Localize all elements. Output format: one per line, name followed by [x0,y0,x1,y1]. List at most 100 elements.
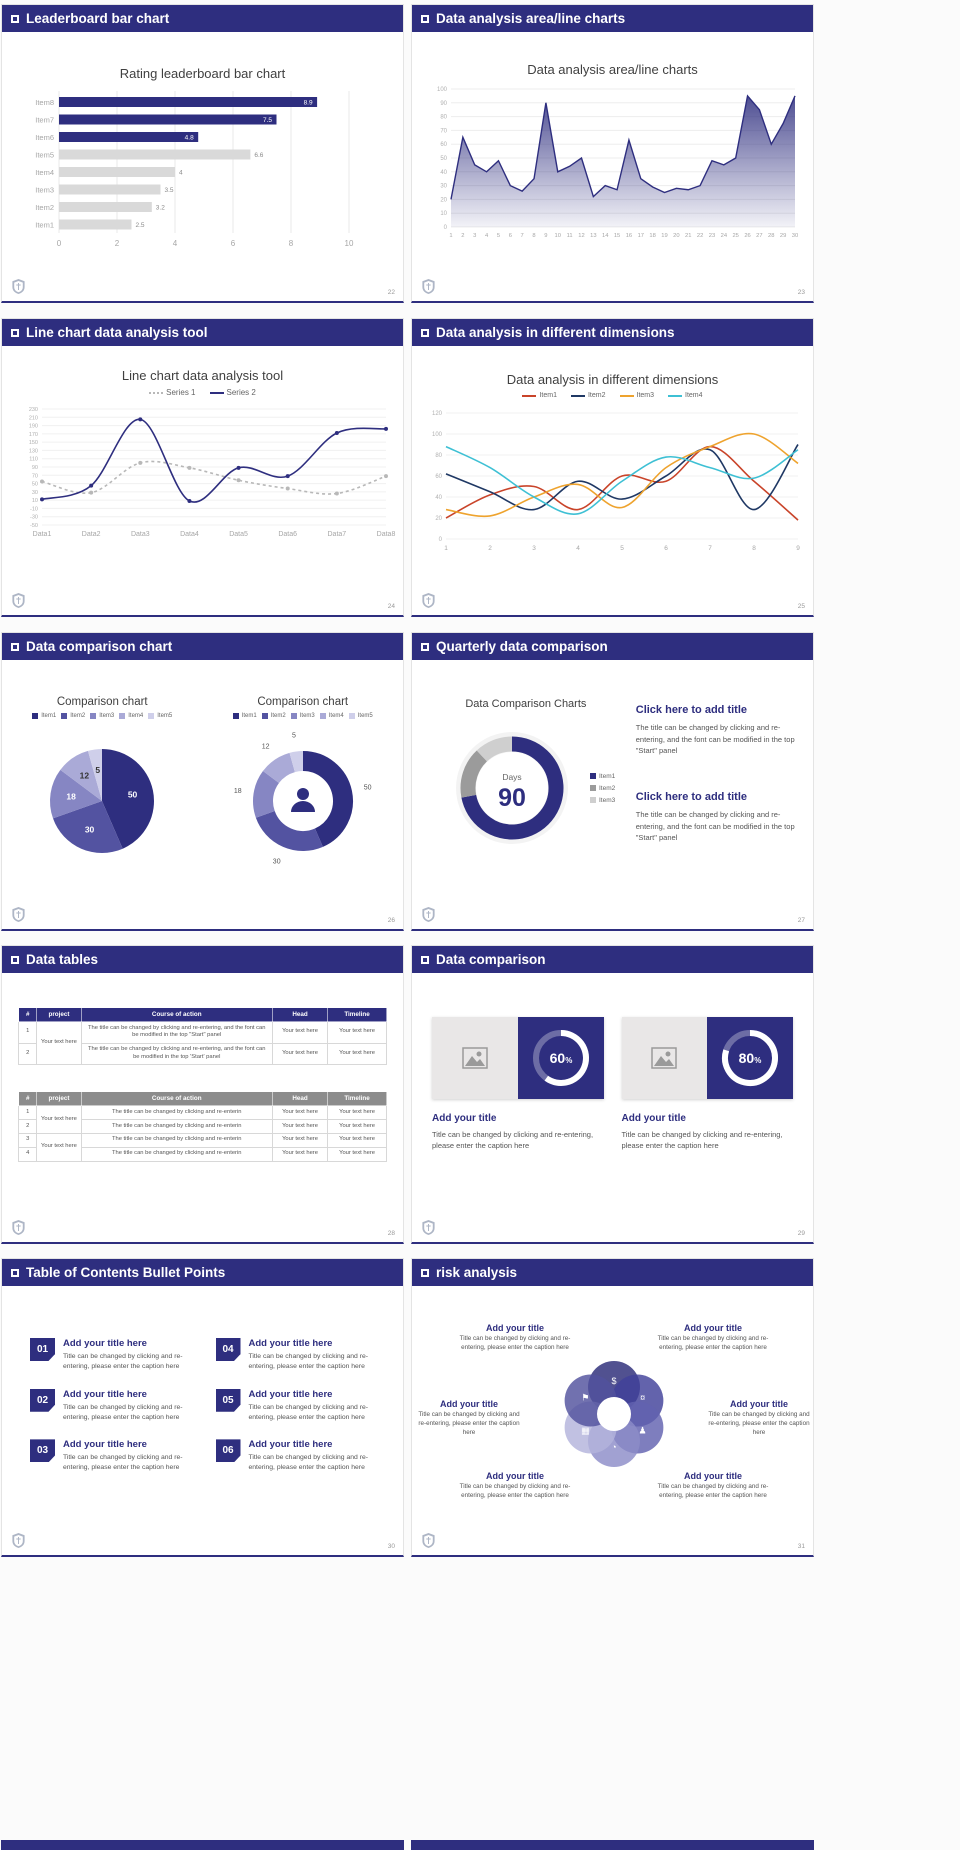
legend-item: Item1 [522,392,557,399]
svg-text:90: 90 [440,101,447,107]
bullet-square-icon [421,14,429,23]
svg-text:7.5: 7.5 [262,117,271,124]
crest-logo [12,593,25,608]
slide-header: Data comparison [412,946,813,973]
comparison-card: 60% Add your title Title can be changed … [432,1017,604,1152]
comparison-card: 80% Add your title Title can be changed … [621,1017,793,1152]
page-number: 26 [387,917,395,924]
slide-29[interactable]: Data comparison 60% Add your title Title… [411,945,814,1244]
svg-text:230: 230 [28,407,37,413]
slide-23[interactable]: Data analysis area/line charts Data anal… [411,4,814,303]
bullet-square-icon [421,642,429,651]
svg-text:22: 22 [696,233,702,239]
svg-text:60: 60 [440,142,447,148]
donut-chart: 50 30 18 12 5 [234,733,372,866]
image-icon [651,1047,678,1069]
svg-text:70: 70 [31,473,37,479]
svg-text:1: 1 [449,233,452,239]
slide-26[interactable]: Data comparison chart Comparison chart I… [1,632,404,931]
card-caption: Title can be changed by clicking and re-… [621,1130,783,1151]
risk-label: Add your title Title can be changed by cl… [459,1323,571,1351]
rating-bar-chart: 0 2 4 6 8 10 Item8 8.9 Item7 7.5 Item6 4.8 Item5 6.6 I… [35,91,353,248]
svg-text:Item2: Item2 [35,203,54,212]
toc-item-caption: Title can be changed by clicking and re-… [248,1353,369,1370]
legend-item: Item1 [232,713,257,719]
slide-25[interactable]: Data analysis in different dimensions Da… [411,318,814,617]
svg-text:40: 40 [435,495,442,501]
slide-24[interactable]: Line chart data analysis tool Line chart… [1,318,404,617]
page-number: 25 [797,603,805,610]
table-header-cell: # [17,1091,38,1107]
risk-label: Add your title Title can be changed by cl… [708,1399,810,1436]
svg-text:2.5: 2.5 [135,222,144,229]
svg-text:4: 4 [484,233,488,239]
table-cell: Your text here [36,1020,82,1066]
svg-text:100: 100 [431,432,442,438]
table-cell: Your text here [327,1119,387,1134]
page-number: 29 [797,1230,805,1237]
chart-title: Comparison chart [56,696,148,708]
slide-28[interactable]: Data tables # project Course of action Head… [1,945,404,1244]
bullet-square-icon [421,1268,429,1277]
svg-text:Days: Days [502,772,521,782]
chart-title: Line chart data analysis tool [121,368,284,383]
block-title: Click here to add title [635,790,747,803]
chart-legend: Series 1 Series 2 [2,388,403,397]
svg-text:20: 20 [440,197,447,203]
block-body: The title can be changed by clicking and… [635,723,795,756]
svg-text:90: 90 [31,465,37,471]
svg-text:2: 2 [114,239,119,248]
chart-legend: Item1 Item2 Item3 Item4 Item5 [203,713,404,719]
crest-logo [12,279,25,294]
slide-22[interactable]: Leaderboard bar chart Rating leaderboard… [1,4,404,303]
money-bag-icon: $ [611,1376,616,1386]
table-cell: Your text here [271,1132,329,1148]
svg-text:10: 10 [554,233,560,239]
slide-30[interactable]: Table of Contents Bullet Points 01 Add y… [1,1258,404,1557]
line-chart: -50 -30 -10 10 30 50 70 90 110 130 150 170 190 210 230… [28,407,395,538]
svg-text:5: 5 [292,733,296,740]
svg-text:Item8: Item8 [35,98,54,107]
toc-item: 02 Add your title here Title can be chang… [30,1388,190,1423]
svg-text:110: 110 [29,457,38,463]
chart-icon: ◔ [611,1442,616,1452]
table-cell: 2 [17,1119,38,1134]
slide-header: Line chart data analysis tool [2,319,403,346]
svg-text:17: 17 [637,233,643,239]
svg-text:-10: -10 [30,506,38,512]
risk-label: Add your title Title can be changed by cl… [418,1399,520,1436]
svg-text:120: 120 [431,411,442,417]
legend-item: Item3 [590,797,615,804]
svg-text:15: 15 [613,233,619,239]
legend-item: Item2 [61,713,85,719]
risk-label: Add your title Title can be changed by cl… [657,1323,769,1351]
table-row: 1 Your text here The title can be changed … [17,1105,387,1134]
toc-item-caption: Title can be changed by clicking and re-… [63,1403,183,1421]
chart-legend: Item1 Item2 Item3 Item4 Item5 [2,713,203,719]
svg-text:30: 30 [273,859,281,866]
toc-item-title: Add your title here [248,1439,333,1451]
svg-text:12: 12 [262,744,270,751]
table-cell: 1 [17,1105,38,1121]
svg-text:Item5: Item5 [35,151,54,160]
svg-text:30: 30 [31,490,37,496]
svg-text:26: 26 [744,233,750,239]
toc-item-caption: Title can be changed by clicking and re-… [248,1403,369,1421]
legend-item: Item2 [261,713,286,719]
flag-icon: ⚑ [581,1393,589,1403]
svg-text:9: 9 [796,545,800,552]
table-cell: 3 [17,1132,38,1148]
slide-31[interactable]: risk analysis $ ¤ ♟ ◔ ▦ ⚑ Add your title Title… [411,1258,814,1557]
svg-text:10: 10 [344,239,353,248]
next-slide-partial-header [411,1840,814,1850]
slide-header-title: Data tables [26,952,99,967]
svg-text:8.9: 8.9 [303,100,312,107]
legend-item: Series 2 [209,388,256,397]
toc-item-caption: Title can be changed by clicking and re-… [63,1454,183,1472]
svg-text:3: 3 [532,545,536,552]
page-number: 22 [387,289,395,296]
presenter-icon [290,788,315,812]
crest-logo [12,1220,25,1235]
slide-27[interactable]: Quarterly data comparison Data Compariso… [411,632,814,931]
svg-text:24: 24 [720,233,727,239]
